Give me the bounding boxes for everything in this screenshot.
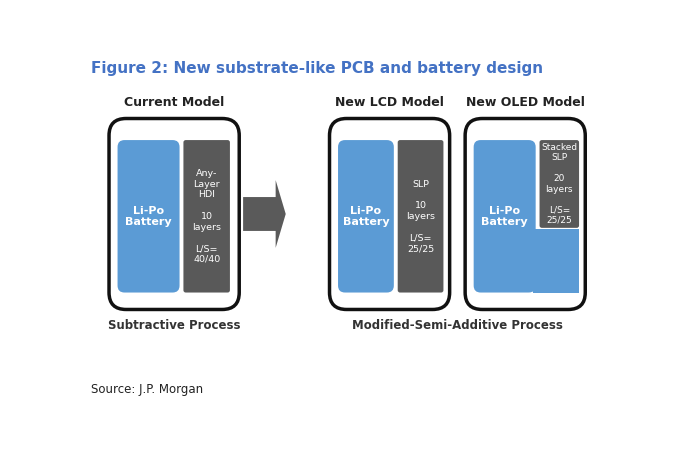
Text: Figure 2: New substrate-like PCB and battery design: Figure 2: New substrate-like PCB and bat…	[91, 61, 543, 76]
Text: Li-Po
Battery: Li-Po Battery	[343, 206, 389, 227]
FancyBboxPatch shape	[539, 140, 579, 228]
FancyBboxPatch shape	[338, 140, 394, 293]
Text: Li-Po
Battery: Li-Po Battery	[481, 206, 528, 227]
Bar	[533, 229, 575, 293]
PathPatch shape	[243, 180, 286, 248]
Text: Li-Po
Battery: Li-Po Battery	[125, 206, 172, 227]
FancyBboxPatch shape	[118, 140, 180, 293]
FancyBboxPatch shape	[109, 118, 239, 309]
Text: Modified-Semi-Additive Process: Modified-Semi-Additive Process	[352, 318, 563, 332]
Text: Stacked
SLP

20
layers

L/S=
25/25: Stacked SLP 20 layers L/S= 25/25	[541, 143, 577, 225]
Text: Subtractive Process: Subtractive Process	[108, 318, 240, 332]
FancyBboxPatch shape	[398, 140, 443, 293]
Text: SLP

10
layers

L/S=
25/25: SLP 10 layers L/S= 25/25	[406, 180, 435, 253]
Text: New LCD Model: New LCD Model	[335, 96, 444, 109]
FancyBboxPatch shape	[330, 118, 449, 309]
FancyBboxPatch shape	[474, 140, 536, 293]
FancyBboxPatch shape	[465, 118, 585, 309]
Text: Source: J.P. Morgan: Source: J.P. Morgan	[91, 383, 203, 396]
Text: Current Model: Current Model	[124, 96, 224, 109]
FancyBboxPatch shape	[184, 140, 230, 293]
Bar	[539, 229, 579, 293]
Text: Any-
Layer
HDI

10
layers

L/S=
40/40: Any- Layer HDI 10 layers L/S= 40/40	[192, 169, 221, 264]
Text: New OLED Model: New OLED Model	[466, 96, 585, 109]
